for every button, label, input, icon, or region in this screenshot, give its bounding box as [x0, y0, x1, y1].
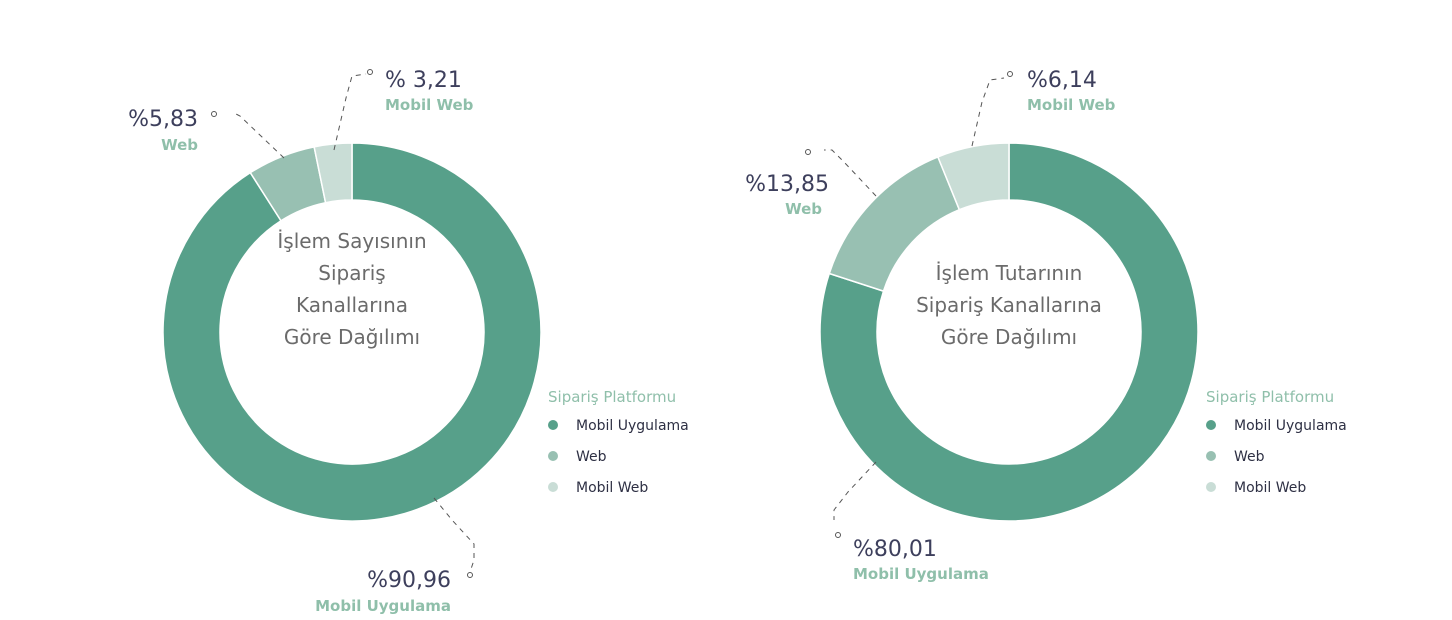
- leader-end-mobil-web: [367, 69, 373, 75]
- legend-title: Sipariş Platformu: [548, 388, 676, 406]
- slice-mobil-uygulama: [162, 142, 542, 522]
- leader-line-mobil-uygulama: [433, 497, 475, 573]
- category-label-mobil-web: Mobil Web: [385, 96, 474, 114]
- center-title-line: İşlem Sayısının: [277, 229, 426, 253]
- center-title-line: Göre Dağılımı: [284, 325, 420, 349]
- leader-line-web: [824, 149, 877, 197]
- slice-mobil-web: [936, 142, 1010, 211]
- legend-marker-mobil-web: [1206, 482, 1216, 492]
- center-title-line: Sipariş: [318, 261, 385, 285]
- pct-label-web: %13,85: [745, 172, 829, 197]
- center-title-line: İşlem Tutarının: [936, 261, 1083, 285]
- pct-label-mobil-web: % 3,21: [385, 68, 462, 93]
- leader-end-mobil-web: [1007, 71, 1013, 77]
- legend-title: Sipariş Platformu: [1206, 388, 1334, 406]
- legend-item-mobil-web: Mobil Web: [576, 480, 648, 496]
- leader-line-mobil-web: [971, 77, 1005, 147]
- pct-label-mobil-web: %6,14: [1027, 68, 1097, 93]
- leader-end-web: [805, 149, 811, 155]
- leader-end-web: [211, 111, 217, 117]
- category-label-web: Web: [161, 136, 198, 154]
- leader-line-web: [231, 111, 285, 159]
- legend-item-mobil-web: Mobil Web: [1234, 480, 1306, 496]
- legend-marker-mobil-uygulama: [1206, 420, 1216, 430]
- legend-marker-mobil-uygulama: [548, 420, 558, 430]
- legend-item-mobil-uygulama: Mobil Uygulama: [1234, 418, 1347, 434]
- donut-chart-2: %80,01 Mobil Uygulama %13,85 Web %6,14 Mobil …: [745, 68, 1347, 583]
- legend-marker-web: [548, 451, 558, 461]
- legend-item-mobil-uygulama: Mobil Uygulama: [576, 418, 689, 434]
- legend-marker-web: [1206, 451, 1216, 461]
- legend-item-web: Web: [1234, 449, 1265, 465]
- center-title-line: Sipariş Kanallarına: [916, 293, 1102, 317]
- slice-mobil-web: [313, 142, 353, 204]
- leader-end-mobil-uygulama: [835, 532, 841, 538]
- center-title-line: Kanallarına: [296, 293, 408, 317]
- donut-chart-1: %90,96 Mobil Uygulama %5,83 Web % 3,21 Mobil …: [128, 68, 689, 615]
- legend-item-web: Web: [576, 449, 607, 465]
- category-label-mobil-web: Mobil Web: [1027, 96, 1116, 114]
- category-label-mobil-uygulama: Mobil Uygulama: [315, 597, 451, 615]
- legend-marker-mobil-web: [548, 482, 558, 492]
- leader-line-mobil-uygulama: [833, 461, 877, 520]
- pct-label-mobil-uygulama: %90,96: [367, 568, 451, 593]
- leader-end-mobil-uygulama: [467, 572, 473, 578]
- slice-mobil-uygulama: [819, 142, 1199, 522]
- category-label-mobil-uygulama: Mobil Uygulama: [853, 565, 989, 583]
- pct-label-web: %5,83: [128, 107, 198, 132]
- pct-label-mobil-uygulama: %80,01: [853, 537, 937, 562]
- category-label-web: Web: [785, 200, 822, 218]
- center-title-line: Göre Dağılımı: [941, 325, 1077, 349]
- leader-line-mobil-web: [333, 73, 367, 151]
